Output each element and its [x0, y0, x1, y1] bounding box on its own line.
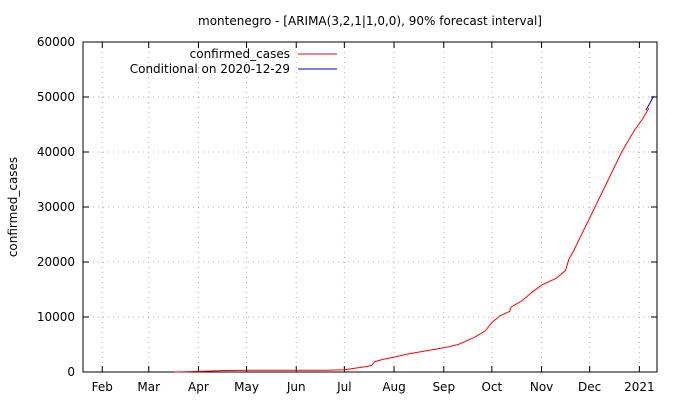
x-tick-label: Apr [188, 380, 209, 394]
x-tick-label: 2021 [624, 380, 655, 394]
x-tick-label: Nov [530, 380, 553, 394]
series-line-1 [645, 95, 655, 111]
x-tick-label: Feb [92, 380, 113, 394]
y-tick-label: 40000 [37, 145, 75, 159]
x-tick-label: Aug [382, 380, 405, 394]
y-tick-label: 30000 [37, 200, 75, 214]
x-tick-label: Jun [286, 380, 306, 394]
x-tick-label: Jul [336, 380, 351, 394]
series-line-0 [174, 107, 650, 373]
legend-label-conditional: Conditional on 2020-12-29 [130, 62, 290, 76]
legend: confirmed_cases Conditional on 2020-12-2… [130, 47, 337, 76]
y-tick-label: 60000 [37, 35, 75, 49]
y-tick-label: 50000 [37, 90, 75, 104]
legend-label-confirmed-cases: confirmed_cases [190, 47, 290, 61]
grid [83, 42, 657, 372]
x-tick-label: Dec [578, 380, 601, 394]
y-axis-label: confirmed_cases [6, 157, 20, 257]
x-tick-label: May [234, 380, 259, 394]
axis-ticks: 0 10000 20000 30000 40000 50000 60000 Feb Mar Apr… [37, 35, 657, 394]
plot-frame [82, 41, 658, 373]
y-tick-label: 0 [67, 365, 75, 379]
chart-title: montenegro - [ARIMA(3,2,1|1,0,0), 90% fo… [198, 14, 542, 28]
x-tick-label: Mar [137, 380, 160, 394]
y-tick-label: 10000 [37, 310, 75, 324]
x-tick-label: Oct [481, 380, 502, 394]
y-tick-label: 20000 [37, 255, 75, 269]
series-group [174, 95, 655, 373]
x-tick-label: Sep [432, 380, 455, 394]
